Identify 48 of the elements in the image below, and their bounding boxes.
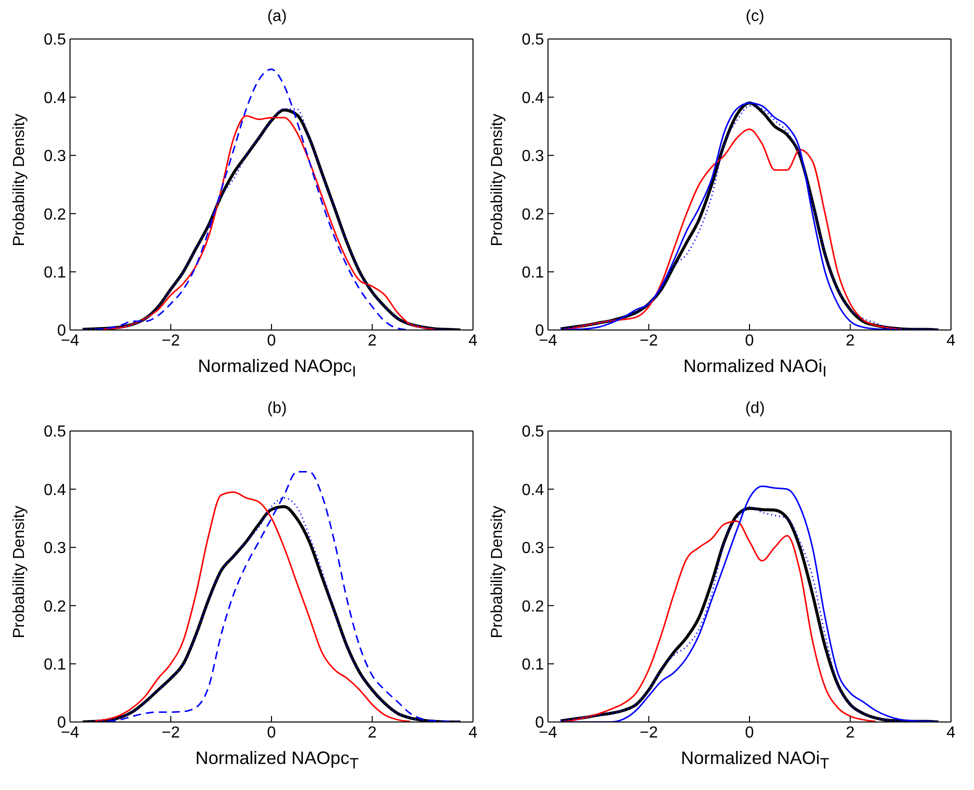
y-tick-label: 0.3 — [522, 148, 544, 166]
y-axis-title: Probability Density — [11, 114, 29, 246]
x-tick-label: 2 — [368, 724, 377, 742]
chart-title: (d) — [744, 400, 766, 419]
y-tick-label: 0.3 — [44, 540, 66, 558]
y-tick-label: 0.2 — [44, 206, 66, 224]
x-tick-label: 0 — [267, 332, 276, 350]
x-axis-title: Normalized NAOpc$_{T}$ — [194, 748, 360, 773]
x-tick-label: 0 — [267, 724, 276, 742]
x-tick-label: 2 — [368, 332, 377, 350]
y-tick-label: 0.4 — [522, 482, 544, 499]
x-axis-title: Normalized NAOi$_{I}$ — [682, 356, 828, 381]
y-tick-label: 0.2 — [522, 206, 544, 224]
x-tick-label: 0 — [745, 724, 754, 742]
y-tick-label: 0.5 — [522, 32, 544, 49]
x-axis-title: Normalized NAOpc$_{I}$ — [196, 356, 358, 381]
y-tick-label: 0.4 — [44, 482, 66, 499]
x-tick-label: −2 — [162, 724, 180, 742]
y-tick-label: 0.3 — [44, 148, 66, 166]
y-tick-label: 0.2 — [44, 598, 66, 616]
y-tick-label: 0.1 — [522, 264, 544, 282]
y-tick-label: 0.5 — [44, 424, 66, 441]
x-tick-label: 4 — [468, 724, 478, 742]
x-tick-label: 2 — [846, 332, 855, 350]
y-axis-title: Probability Density — [489, 506, 507, 638]
x-tick-label: 2 — [846, 724, 855, 742]
x-tick-label: 4 — [946, 332, 956, 350]
y-tick-label: 0.1 — [44, 264, 66, 282]
y-tick-label: 0.1 — [522, 656, 544, 674]
chart-title: (b) — [266, 400, 288, 419]
y-tick-label: 0.4 — [522, 90, 544, 107]
y-tick-label: 0.5 — [44, 32, 66, 49]
y-tick-label: 0.5 — [522, 424, 544, 441]
y-axis-title: Probability Density — [11, 506, 29, 638]
x-tick-label: 4 — [946, 724, 956, 742]
x-axis-title: Normalized NAOi$_{T}$ — [680, 748, 830, 773]
y-tick-label: 0.3 — [522, 540, 544, 558]
x-tick-label: 4 — [468, 332, 478, 350]
y-axis-title: Probability Density — [489, 114, 507, 246]
y-tick-label: 0.1 — [44, 656, 66, 674]
chart-title: (a) — [266, 8, 288, 27]
x-tick-label: −2 — [162, 332, 180, 350]
chart-title: (c) — [744, 8, 766, 27]
y-tick-label: 0.4 — [44, 90, 66, 107]
y-tick-label: 0.2 — [522, 598, 544, 616]
x-tick-label: 0 — [745, 332, 754, 350]
x-tick-label: −2 — [640, 724, 658, 742]
x-tick-label: −2 — [640, 332, 658, 350]
